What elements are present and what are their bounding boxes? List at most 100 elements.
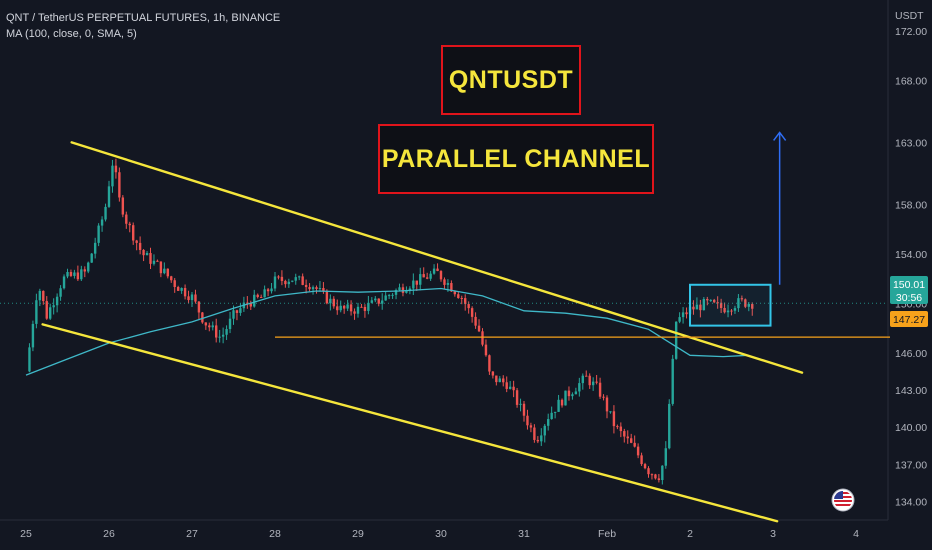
candle-body	[371, 300, 373, 303]
candle-body	[229, 319, 231, 329]
price-axis[interactable]: USDT 172.00 168.00 163.00 158.00 154.00 150.0…	[895, 10, 927, 508]
candle-body	[70, 272, 72, 276]
time-tick-label: 2	[687, 528, 693, 540]
candle-body	[640, 455, 642, 464]
candle-body	[350, 304, 352, 311]
candle-body	[322, 288, 324, 291]
candle-body	[215, 325, 217, 337]
candle-body	[647, 468, 649, 474]
candle-body	[530, 425, 532, 427]
time-tick-label: 31	[518, 528, 530, 540]
candle-body	[467, 304, 469, 308]
countdown-text: 30:56	[896, 292, 922, 304]
candle-body	[125, 215, 127, 224]
candle-body	[191, 294, 193, 300]
indicator-legend[interactable]: MA (100, close, 0, SMA, 5)	[6, 28, 137, 40]
candle-body	[149, 253, 151, 264]
last-price-text: 150.01	[893, 279, 925, 291]
candle-body	[104, 207, 106, 220]
candle-body	[115, 166, 117, 173]
candle-body	[326, 291, 328, 304]
candle-body	[56, 297, 58, 306]
time-tick-label: 30	[435, 528, 447, 540]
moving-average-layer	[26, 289, 748, 376]
candle-body	[156, 261, 158, 262]
flag-icon[interactable]	[832, 489, 854, 511]
candle-body	[291, 281, 293, 282]
candle-body	[35, 300, 37, 324]
candle-body	[682, 312, 684, 317]
candle-body	[295, 277, 297, 281]
candle-body	[80, 269, 82, 279]
candles-layer	[28, 159, 753, 485]
price-tick-label: 163.00	[895, 137, 927, 149]
candle-body	[429, 274, 431, 279]
candle-body	[474, 317, 476, 326]
symbol-title[interactable]: QNT / TetherUS PERPETUAL FUTURES, 1h, BI…	[6, 12, 280, 24]
candle-body	[336, 306, 338, 310]
price-axis-unit: USDT	[895, 10, 924, 22]
candle-body	[651, 474, 653, 475]
price-tick-label: 172.00	[895, 26, 927, 38]
candle-body	[222, 335, 224, 337]
candle-body	[77, 272, 79, 279]
price-tick-label: 146.00	[895, 348, 927, 360]
price-tick-label: 134.00	[895, 496, 927, 508]
candle-body	[516, 390, 518, 405]
candle-body	[208, 325, 210, 327]
candle-body	[346, 304, 348, 308]
candle-body	[118, 172, 120, 197]
candle-body	[512, 387, 514, 390]
price-badges: 150.01 30:56 147.27	[890, 276, 928, 327]
candle-body	[461, 298, 463, 299]
candle-body	[139, 243, 141, 250]
price-tick-label: 158.00	[895, 199, 927, 211]
candle-body	[661, 466, 663, 480]
candle-body	[315, 287, 317, 289]
candle-body	[550, 413, 552, 419]
candle-body	[73, 272, 75, 275]
candle-body	[288, 282, 290, 284]
candle-body	[447, 283, 449, 285]
candle-body	[485, 345, 487, 356]
candle-body	[253, 295, 255, 307]
candle-body	[454, 291, 456, 294]
candle-body	[360, 307, 362, 308]
candle-body	[675, 322, 677, 359]
candle-body	[298, 276, 300, 277]
time-tick-label: Feb	[598, 528, 616, 540]
candle-body	[391, 295, 393, 296]
channel-lower-line[interactable]	[43, 324, 778, 521]
candle-body	[353, 311, 355, 313]
range-box[interactable]	[690, 285, 771, 326]
candle-body	[66, 272, 68, 276]
candle-body	[589, 376, 591, 385]
time-tick-label: 25	[20, 528, 32, 540]
candle-body	[177, 287, 179, 291]
candle-body	[205, 322, 207, 325]
candle-body	[101, 219, 103, 225]
candle-body	[678, 317, 680, 322]
candle-body	[267, 289, 269, 291]
candle-body	[180, 288, 182, 291]
candle-body	[575, 391, 577, 394]
candle-body	[564, 391, 566, 406]
candle-body	[32, 324, 34, 347]
candle-body	[301, 276, 303, 285]
candle-body	[97, 226, 99, 243]
candle-body	[284, 281, 286, 284]
candle-body	[374, 299, 376, 301]
candle-body	[488, 355, 490, 371]
candle-body	[170, 276, 172, 280]
candle-body	[620, 427, 622, 432]
candle-body	[609, 411, 611, 412]
candle-body	[319, 288, 321, 289]
candle-body	[523, 404, 525, 416]
candle-body	[537, 440, 539, 441]
candle-body	[547, 419, 549, 426]
time-axis[interactable]: 25 26 27 28 29 30 31 Feb 2 3 4	[20, 528, 859, 540]
candle-body	[502, 378, 504, 382]
candle-body	[163, 269, 165, 273]
candle-body	[153, 261, 155, 264]
candle-body	[405, 291, 407, 293]
